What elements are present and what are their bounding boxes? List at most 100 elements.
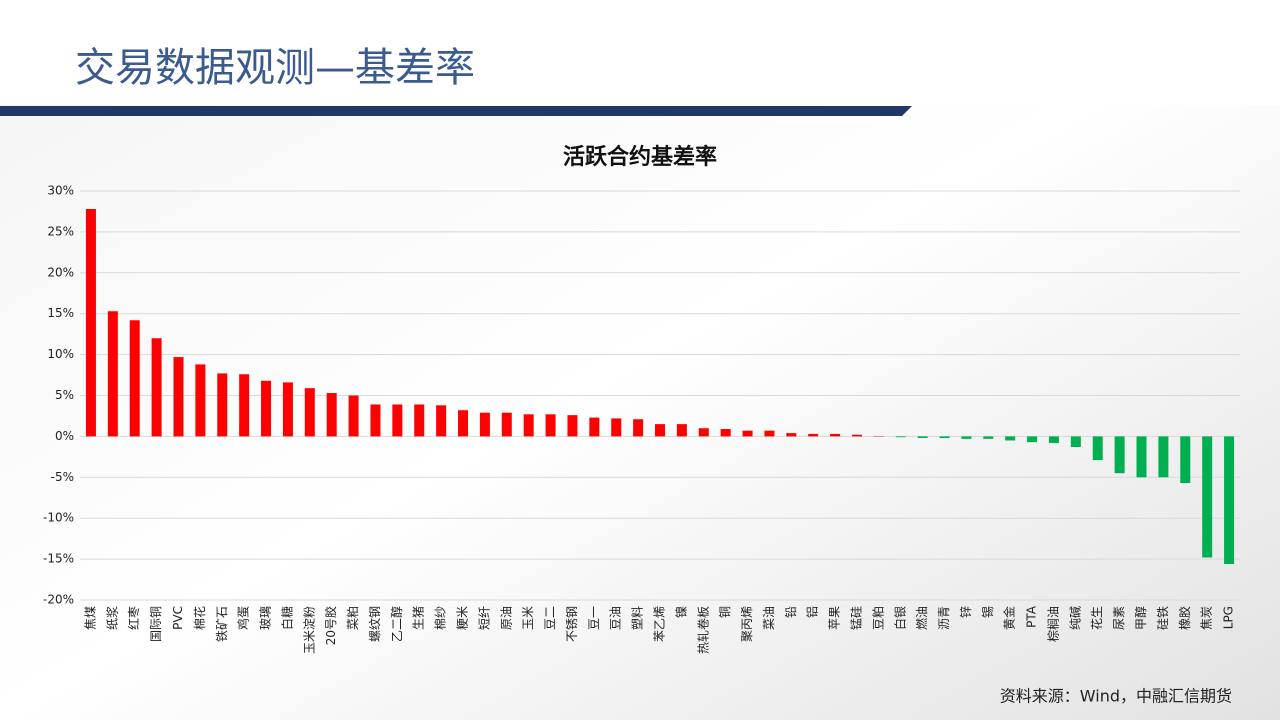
bar [851,434,862,437]
bar [720,429,731,437]
plot: -20% -15% -10% -5% 0% 5% 10% 15% 20% 25% 30% 焦煤 纸浆 红枣… [43,184,1240,654]
x-tick-label: 菜油 [762,606,776,630]
bar [1114,436,1125,474]
x-tick-label: 棉花 [192,606,207,630]
x-tick-label: LPG [1222,606,1236,629]
y-tick-label: -10% [43,511,74,525]
x-tick-label: 甲醇 [1133,606,1148,630]
bar [917,436,928,439]
bar [282,382,293,437]
x-tick-label: 塑料 [630,606,645,630]
bar [326,393,337,437]
x-tick-label: 镍 [674,606,688,618]
y-tick-label: 25% [47,224,74,238]
bar [1027,436,1038,443]
source: 资料来源：Wind，中融汇信期货 [1000,687,1232,706]
x-tick-label: 豆油 [609,606,623,630]
x-tick-label: 玻璃 [259,606,273,630]
bar [589,417,600,437]
x-tick-label: 粳米 [456,606,470,630]
x-tick-label: 棕榈油 [1045,606,1060,642]
bar [567,415,578,437]
x-tick-label: PTA [1025,605,1039,628]
x-tick-label: 棉纱 [434,606,448,630]
bar [611,418,622,437]
x-tick-label: 豆粕 [870,606,885,630]
x-tick-label: 玉米 [521,606,535,630]
bar [261,380,272,437]
x-tick-label: 聚丙烯 [740,606,754,642]
chart-title: 活跃合约基差率 [563,144,717,170]
bar [151,338,162,437]
bar [786,433,797,437]
y-tick-label: 15% [47,306,74,320]
bar [304,388,315,437]
x-tick-label: 螺纹钢 [368,606,382,642]
bar [523,414,534,437]
x-tick-label: 鸡蛋 [236,606,251,630]
x-tick-label: 玉米淀粉 [302,606,316,654]
x-tick-label: 国际铜 [148,606,163,642]
x-tick-label: 沥青 [937,606,951,630]
x-tick-label: 白糖 [279,606,294,630]
x-tick-label: 铁矿石 [215,606,229,642]
bar [764,430,775,437]
x-tick-label: 豆二 [543,606,557,630]
x-tick-label: 硅铁 [1156,606,1170,630]
bar [1224,436,1235,565]
bar [961,436,972,439]
x-tick-label: 纸浆 [104,606,119,630]
x-tick-label: 花生 [1089,606,1104,630]
x-tick-label: 苹果 [828,606,842,630]
bar [85,208,96,437]
bar [545,414,556,437]
bar [414,404,425,437]
y-tick-label: 20% [47,265,74,279]
slide-title: 交易数据观测—基差率 [75,45,475,91]
bar [808,433,819,437]
bar [370,404,381,437]
bar [655,424,665,437]
x-tick-label: 尿素 [1112,606,1126,630]
x-tick-label: 铜 [717,606,732,618]
bar [742,430,753,437]
x-tick-label: 生猪 [412,606,426,630]
bar [895,436,906,438]
bar [129,320,140,437]
x-tick-label: 苯乙烯 [653,606,667,642]
x-tick-label: 锌 [959,606,973,618]
bar [173,357,184,437]
x-tick-label: 铝 [805,606,820,618]
x-tick-label: 红枣 [126,606,141,630]
bar [436,405,447,437]
x-tick-label: 铅 [784,606,798,618]
x-tick-label: 锡 [980,606,995,618]
bar [195,364,206,437]
x-tick-label: 乙二醇 [389,606,404,642]
bar [217,373,228,437]
x-tick-label: 焦炭 [1200,606,1214,630]
x-tick-label: 热轧卷板 [695,606,710,654]
bar [698,428,709,437]
bar [1202,436,1213,558]
x-tick-label: 原油 [499,606,513,630]
bar [633,419,644,437]
x-tick-label: 橡胶 [1177,606,1192,630]
y-tick-label: 5% [55,388,74,402]
bar [939,436,950,439]
y-tick-label: -15% [43,552,74,566]
x-tick-label: PVC [171,606,185,630]
y-tick-label: -20% [43,593,74,607]
x-tick-label: 纯碱 [1068,606,1082,630]
bar [501,412,512,437]
x-tick-label: 焦煤 [83,606,97,630]
bar [1092,436,1103,461]
bar [676,424,687,437]
bar [1070,436,1081,448]
x-tick-label: 菜粕 [345,606,360,630]
bar [983,436,994,439]
x-tick-label: 20号胶 [323,606,338,645]
header-bg [0,0,1280,105]
bar [392,404,403,437]
x-tick-label: 黄金 [1002,606,1017,630]
